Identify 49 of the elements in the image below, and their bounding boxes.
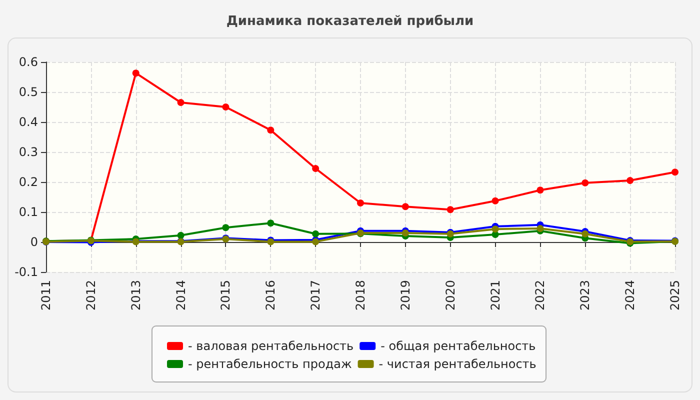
point: [222, 104, 230, 110]
y-tick-label: 0.5: [18, 85, 38, 99]
chart-title: Динамика показателей прибыли: [226, 14, 474, 29]
legend-label: - общая рентабельность: [380, 339, 536, 353]
point: [672, 168, 678, 176]
y-tick-label: 0.2: [18, 175, 38, 189]
point: [446, 206, 454, 214]
x-tick-label: 2023: [578, 280, 592, 311]
y-tick-label: 0.3: [18, 145, 38, 159]
point: [626, 177, 634, 184]
y-tick-label: 0: [30, 235, 38, 249]
x-tick-label: 2019: [398, 280, 412, 311]
y-tick-label: 0.6: [18, 55, 38, 69]
x-tick-label: 2020: [443, 280, 458, 311]
point: [177, 99, 184, 106]
point: [312, 230, 320, 238]
point: [312, 165, 320, 172]
x-tick-label: 2025: [668, 280, 682, 311]
legend-label: - валовая рентабельность: [188, 339, 354, 353]
point: [357, 200, 364, 206]
point: [222, 224, 230, 232]
x-tick-label: 2022: [533, 280, 548, 311]
x-tick-label: 2013: [128, 280, 143, 311]
x-tick-label: 2012: [84, 280, 98, 311]
point: [402, 230, 409, 236]
x-tick-label: 2015: [218, 280, 233, 311]
legend-label: - чистая рентабельность: [378, 357, 536, 371]
point: [177, 232, 184, 239]
point: [402, 203, 409, 210]
point: [267, 220, 274, 227]
x-tick-label: 2024: [623, 280, 638, 311]
point: [536, 225, 544, 232]
point: [267, 126, 274, 134]
x-tick-label: 2016: [264, 280, 278, 311]
point: [536, 186, 544, 194]
y-tick-label: -0.1: [14, 265, 38, 279]
point: [582, 230, 589, 238]
x-tick-label: 2011: [39, 280, 53, 311]
point: [492, 226, 499, 233]
legend-label: - рентабельность продаж: [188, 357, 352, 371]
y-tick-label: 0.1: [18, 205, 38, 219]
y-tick-label: 0.4: [18, 115, 38, 129]
point: [492, 197, 499, 204]
x-tick-label: 2014: [174, 280, 188, 311]
x-tick-label: 2021: [488, 280, 502, 311]
point: [582, 179, 589, 186]
x-tick-label: 2018: [354, 280, 368, 311]
x-tick-label: 2017: [308, 280, 323, 311]
point: [132, 70, 140, 77]
